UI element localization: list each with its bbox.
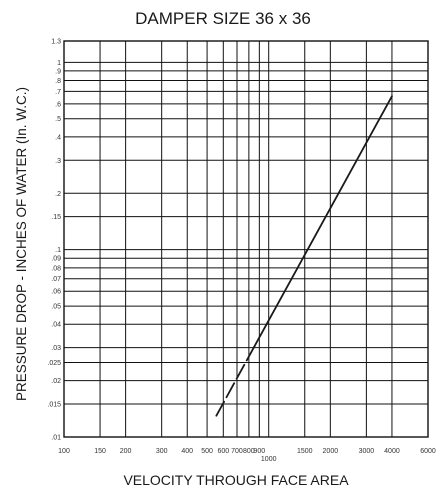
y-tick-label: .1 [55, 247, 61, 254]
x-tick-label: 150 [94, 448, 106, 455]
chart-title: DAMPER SIZE 36 x 36 [135, 9, 311, 28]
x-tick-label: 100 [58, 448, 70, 455]
x-tick-label: 6000 [420, 448, 436, 455]
y-tick-label: .02 [51, 378, 61, 385]
x-tick-label: 800 [243, 448, 255, 455]
y-tick-label: .6 [55, 101, 61, 108]
y-gridlines [64, 40, 428, 438]
x-tick-label: 300 [156, 448, 168, 455]
plot-frame [63, 40, 429, 438]
x-tick-label: 3000 [359, 448, 375, 455]
x-tick-label: 400 [181, 448, 193, 455]
y-tick-label: .05 [51, 304, 61, 311]
x-tick-label: 900 [253, 448, 265, 455]
x-tick-label: 4000 [384, 448, 400, 455]
y-tick-label: .15 [51, 214, 61, 221]
x-tick-label: 500 [201, 448, 213, 455]
series-line-dashed [215, 345, 256, 417]
x-tick-label: 2000 [323, 448, 339, 455]
y-tick-label: .09 [51, 256, 61, 263]
series-line-solid [253, 95, 393, 348]
y-tick-label: .08 [51, 265, 61, 272]
y-tick-label: .2 [55, 191, 61, 198]
y-tick-labels: .01 .015 .02 .025 .03 .04 .05 .06 .07 .08 .09 .1 .15… [47, 39, 61, 442]
y-tick-label: .5 [55, 116, 61, 123]
y-tick-label: .8 [55, 78, 61, 85]
y-tick-label: .7 [55, 89, 61, 96]
y-tick-label: .025 [47, 360, 61, 367]
x-tick-label: 1500 [297, 448, 313, 455]
y-tick-label: .9 [55, 68, 61, 75]
y-tick-label: .4 [55, 134, 61, 141]
y-tick-label: .01 [51, 435, 61, 442]
y-axis-label: PRESSURE DROP - INCHES OF WATER (In. W.C… [14, 87, 29, 401]
x-axis-label: VELOCITY THROUGH FACE AREA [123, 472, 349, 488]
x-gridlines [63, 41, 429, 437]
y-tick-label: .04 [51, 322, 61, 329]
x-tick-label: 1000 [261, 456, 277, 463]
y-tick-label: .06 [51, 289, 61, 296]
x-tick-label: 700 [231, 448, 243, 455]
y-tick-label: 1 [57, 60, 61, 67]
series-layer [215, 95, 393, 417]
y-tick-label: .07 [51, 276, 61, 283]
y-tick-label: .3 [55, 158, 61, 165]
y-tick-label: .015 [47, 402, 61, 409]
x-tick-label: 200 [120, 448, 132, 455]
y-tick-label: .03 [51, 345, 61, 352]
x-tick-label: 600 [217, 448, 229, 455]
y-tick-label: 1.3 [51, 39, 61, 46]
